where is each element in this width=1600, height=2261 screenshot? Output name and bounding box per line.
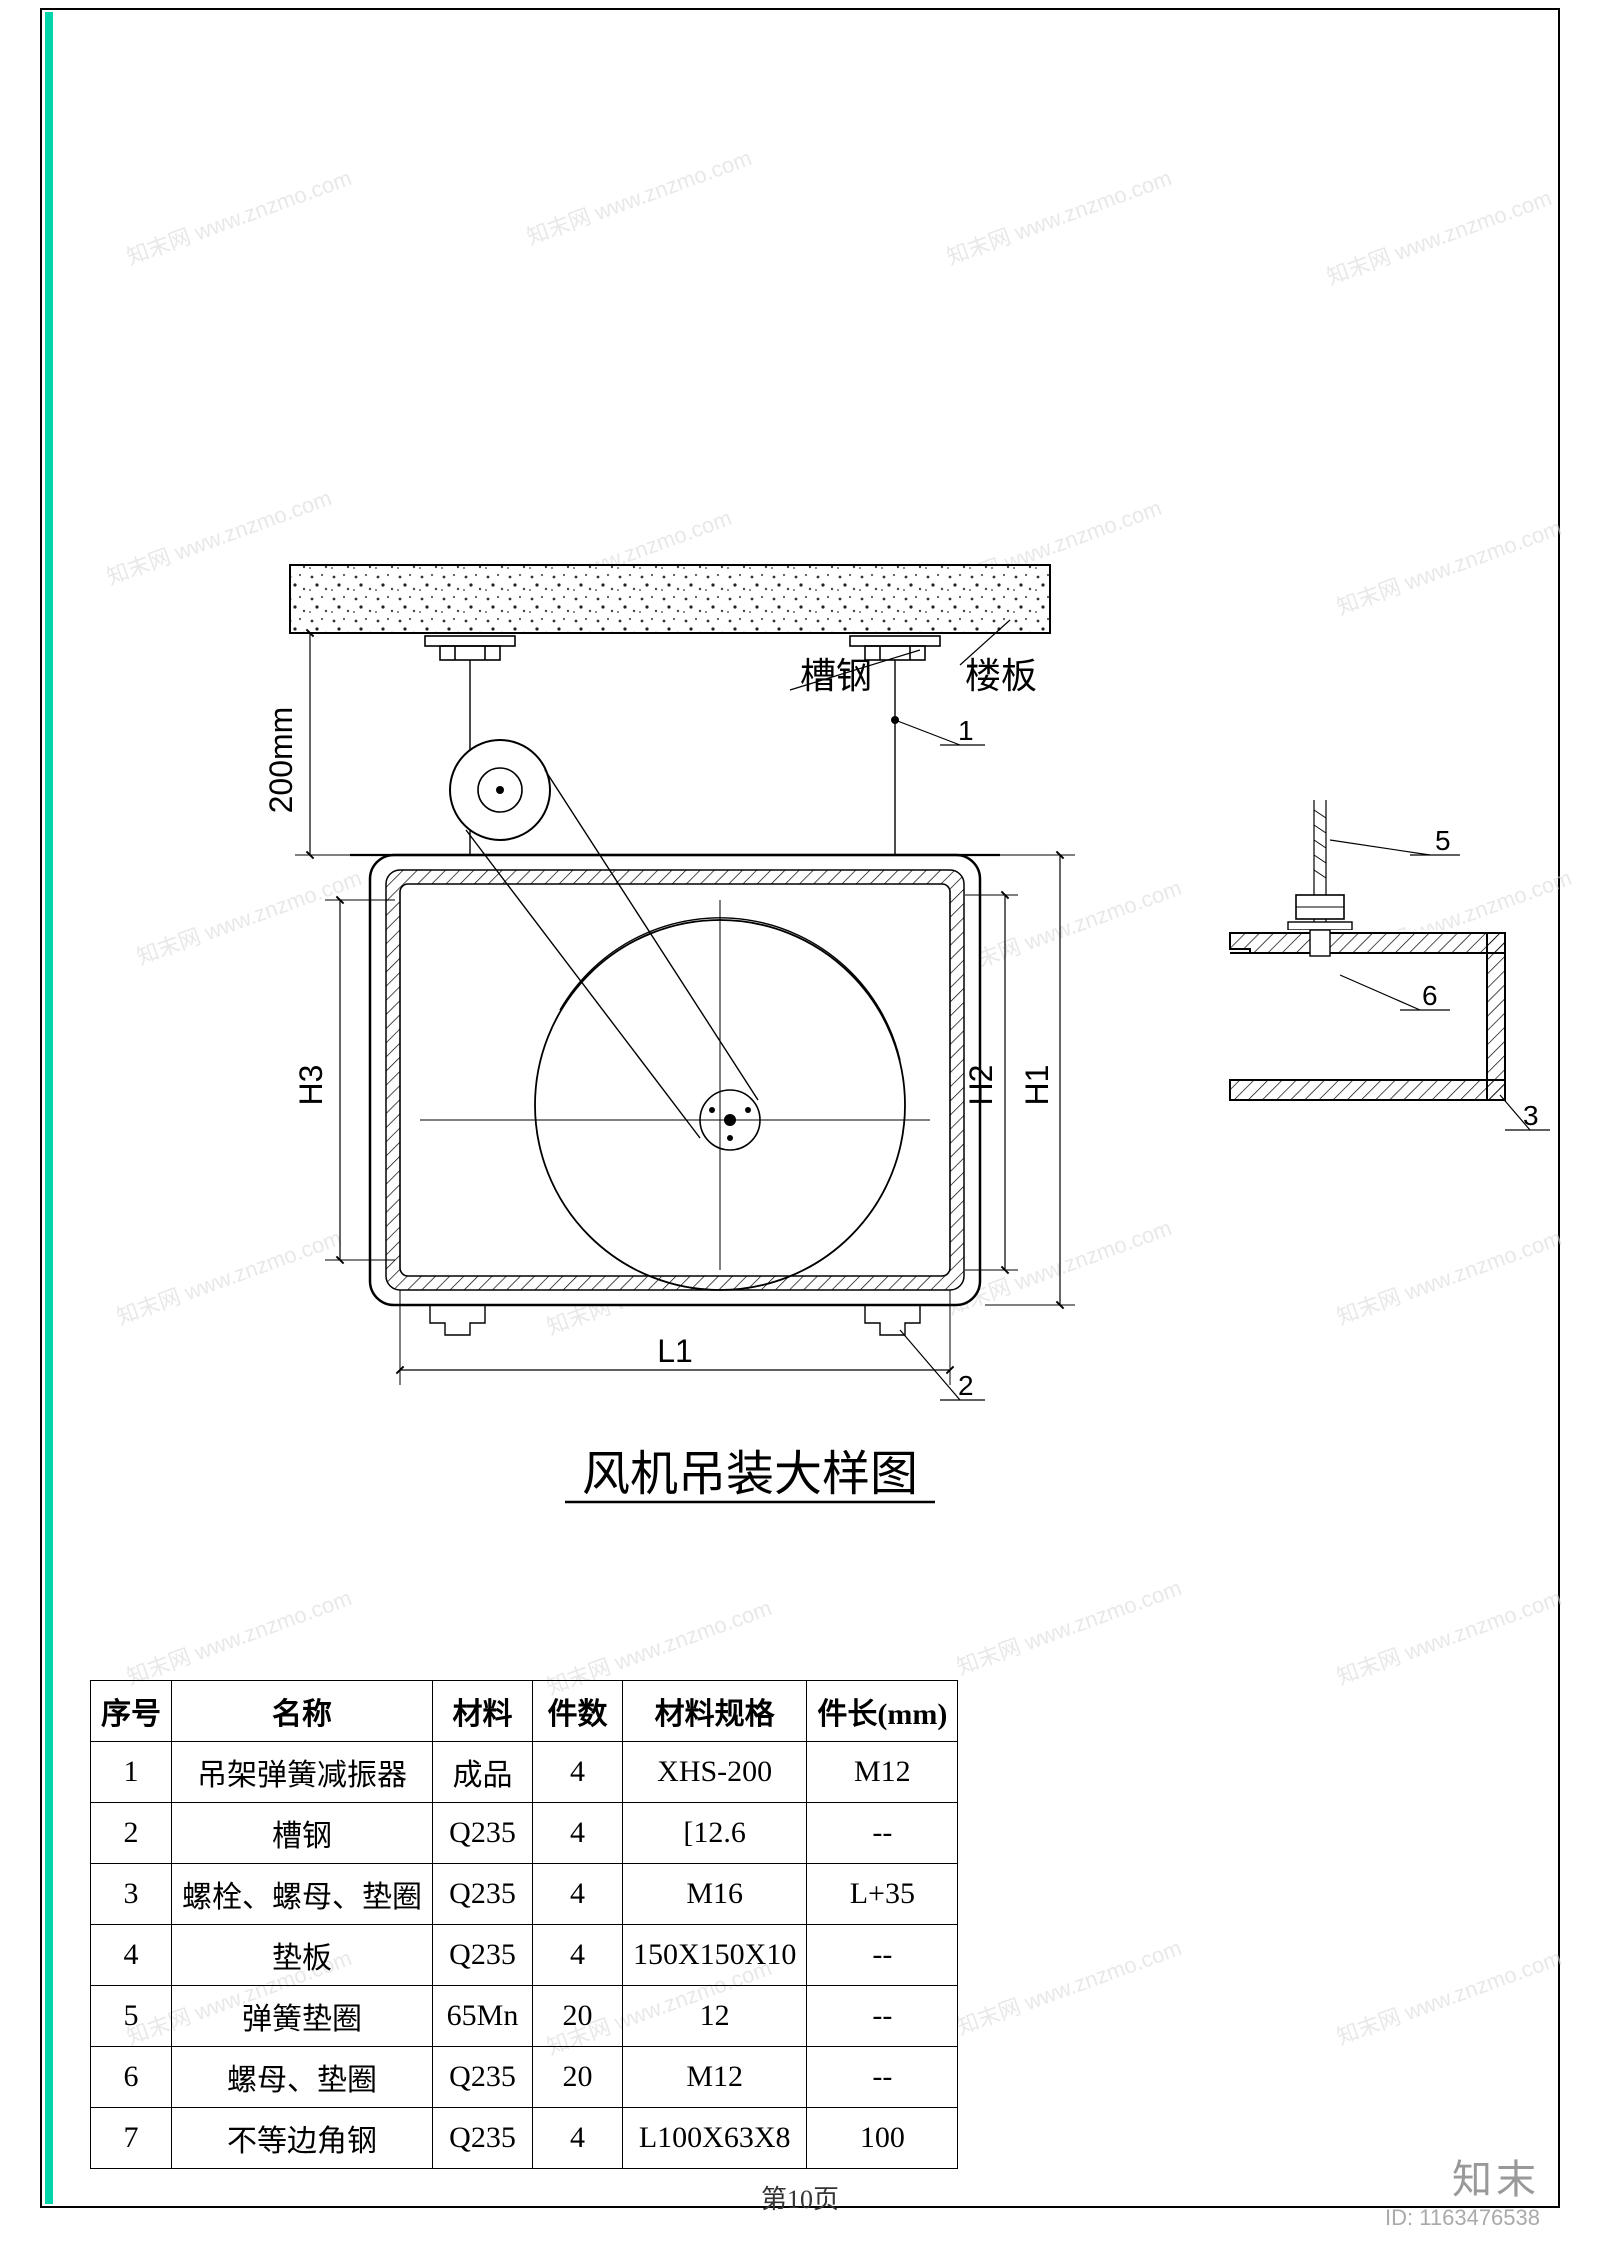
bom-cell-seq: 7 [91,2108,172,2169]
bom-cell-seq: 1 [91,1742,172,1803]
footer-id: ID: 1163476538 [1385,2205,1540,2231]
bom-cell-material: 65Mn [433,1986,533,2047]
bom-cell-length: -- [807,1803,958,1864]
bom-header-seq: 序号 [91,1681,172,1742]
foot-right [865,1305,920,1335]
bom-cell-seq: 5 [91,1986,172,2047]
bom-cell-material: Q235 [433,1925,533,1986]
detail-view: 5 6 3 [1225,800,1550,1131]
drawing-title: 风机吊装大样图 [582,1448,918,1501]
bom-cell-material: Q235 [433,1864,533,1925]
dim-l1-label: L1 [657,1333,693,1369]
bom-cell-qty: 20 [533,2047,623,2108]
bom-header-qty: 件数 [533,1681,623,1742]
dim-200mm-label: 200mm [263,707,299,814]
bom-header-name: 名称 [172,1681,433,1742]
bom-cell-qty: 4 [533,1925,623,1986]
bom-cell-seq: 4 [91,1925,172,1986]
table-row: 5弹簧垫圈65Mn2012-- [91,1986,958,2047]
motor-center [496,786,504,794]
callout-2: 2 [958,1370,974,1401]
dim-h3-label: H3 [293,1065,329,1106]
bom-cell-spec: M16 [623,1864,807,1925]
bom-cell-length: L+35 [807,1864,958,1925]
callout-5: 5 [1435,825,1451,856]
bom-cell-length: M12 [807,1742,958,1803]
slab-label: 楼板 [965,656,1037,696]
bom-cell-material: Q235 [433,1803,533,1864]
main-elevation: 200mm H3 H2 [263,565,1075,1502]
callout-6: 6 [1422,980,1438,1011]
bom-cell-name: 吊架弹簧减振器 [172,1742,433,1803]
bom-cell-qty: 4 [533,1864,623,1925]
footer-brand-name: 知末 [1385,2147,1540,2205]
page: 知末网 www.znzmo.com知末网 www.znzmo.com知末网 ww… [0,0,1600,2261]
dim-h2-label: H2 [963,1065,999,1106]
table-row: 2槽钢Q2354[12.6-- [91,1803,958,1864]
bom-cell-spec: 12 [623,1986,807,2047]
foot-left [430,1305,485,1335]
bom-cell-length: -- [807,1986,958,2047]
callout-2-leader [900,1330,960,1400]
bom-cell-length: -- [807,2047,958,2108]
bom-cell-spec: L100X63X8 [623,2108,807,2169]
bom-header-spec: 材料规格 [623,1681,807,1742]
bom-header-length: 件长(mm) [807,1681,958,1742]
footer-brand: 知末 ID: 1163476538 [1385,2147,1540,2231]
table-row: 7不等边角钢Q2354L100X63X8100 [91,2108,958,2169]
dim-200mm: 200mm [263,633,360,855]
dim-h1-label: H1 [1019,1065,1055,1106]
table-row: 3螺栓、螺母、垫圈Q2354M16L+35 [91,1864,958,1925]
table-row: 6螺母、垫圈Q23520M12-- [91,2047,958,2108]
bom-cell-name: 槽钢 [172,1803,433,1864]
callout-1: 1 [958,715,974,746]
bom-cell-qty: 4 [533,1742,623,1803]
bom-cell-name: 不等边角钢 [172,2108,433,2169]
bracket-left [425,636,515,660]
slab [290,565,1050,633]
bom-cell-name: 弹簧垫圈 [172,1986,433,2047]
bom-cell-length: -- [807,1925,958,1986]
page-number: 第10页 [761,2179,839,2216]
bom-cell-spec: M12 [623,2047,807,2108]
bom-cell-material: 成品 [433,1742,533,1803]
bom-table: 序号 名称 材料 件数 材料规格 件长(mm) 1吊架弹簧减振器成品4XHS-2… [90,1680,958,2169]
bom-cell-name: 垫板 [172,1925,433,1986]
bom-cell-qty: 20 [533,1986,623,2047]
bom-cell-material: Q235 [433,2108,533,2169]
bom-cell-seq: 2 [91,1803,172,1864]
bom-cell-name: 螺母、垫圈 [172,2047,433,2108]
bom-header-material: 材料 [433,1681,533,1742]
table-row: 4垫板Q2354150X150X10-- [91,1925,958,1986]
bom-cell-spec: [12.6 [623,1803,807,1864]
bom-cell-name: 螺栓、螺母、垫圈 [172,1864,433,1925]
bom-cell-spec: XHS-200 [623,1742,807,1803]
bom-cell-spec: 150X150X10 [623,1925,807,1986]
table-row: 1吊架弹簧减振器成品4XHS-200M12 [91,1742,958,1803]
bom-cell-qty: 4 [533,2108,623,2169]
bom-cell-seq: 6 [91,2047,172,2108]
bom-cell-length: 100 [807,2108,958,2169]
callout-1-leader [895,720,960,745]
bom-cell-seq: 3 [91,1864,172,1925]
bom-cell-material: Q235 [433,2047,533,2108]
bom-header-row: 序号 名称 材料 件数 材料规格 件长(mm) [91,1681,958,1742]
callout-3: 3 [1523,1100,1539,1131]
bom-cell-qty: 4 [533,1803,623,1864]
